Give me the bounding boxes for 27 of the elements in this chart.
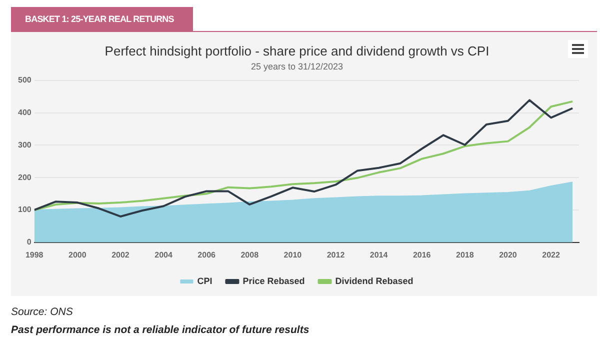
x-tick-label: 2000 — [68, 250, 87, 260]
x-tick-label: 2018 — [456, 250, 474, 260]
y-tick-label: 0 — [26, 238, 32, 247]
y-tick-label: 400 — [18, 108, 32, 118]
text: BASKET 1: 25-YEAR REAL RETURNS — [11, 7, 193, 32]
x-tick-label: 2008 — [240, 250, 260, 260]
legend-label: Dividend Rebased — [335, 276, 414, 286]
source-note: Source: ONS — [11, 306, 73, 318]
x-tick-label: 2022 — [542, 250, 560, 260]
x-tick-label: 1998 — [25, 250, 44, 260]
y-tick-label: 300 — [18, 140, 32, 150]
text: Past performance is not a reliable indicator of future results — [11, 324, 310, 336]
x-tick-label: 2002 — [112, 250, 130, 260]
chart-subtitle: 25 years to 31/12/2023 — [250, 61, 344, 72]
x-tick-label: 2014 — [370, 250, 388, 260]
x-tick-label: 2010 — [284, 250, 302, 260]
y-tick-label: 500 — [18, 76, 32, 85]
chart-title: Perfect hindsight portfolio - share price and dividend growth vs CPI — [104, 43, 490, 58]
y-tick-label: 200 — [18, 172, 32, 182]
legend-label: CPI — [197, 276, 212, 286]
x-tick-label: 2020 — [499, 250, 518, 260]
y-tick-label: 100 — [18, 205, 32, 214]
x-tick-label: 2004 — [154, 250, 173, 260]
x-tick-label: 2016 — [412, 250, 432, 260]
legend-label: Price Rebased — [242, 276, 305, 286]
x-tick-label: 2012 — [326, 250, 346, 260]
x-tick-label: 2006 — [198, 250, 216, 260]
